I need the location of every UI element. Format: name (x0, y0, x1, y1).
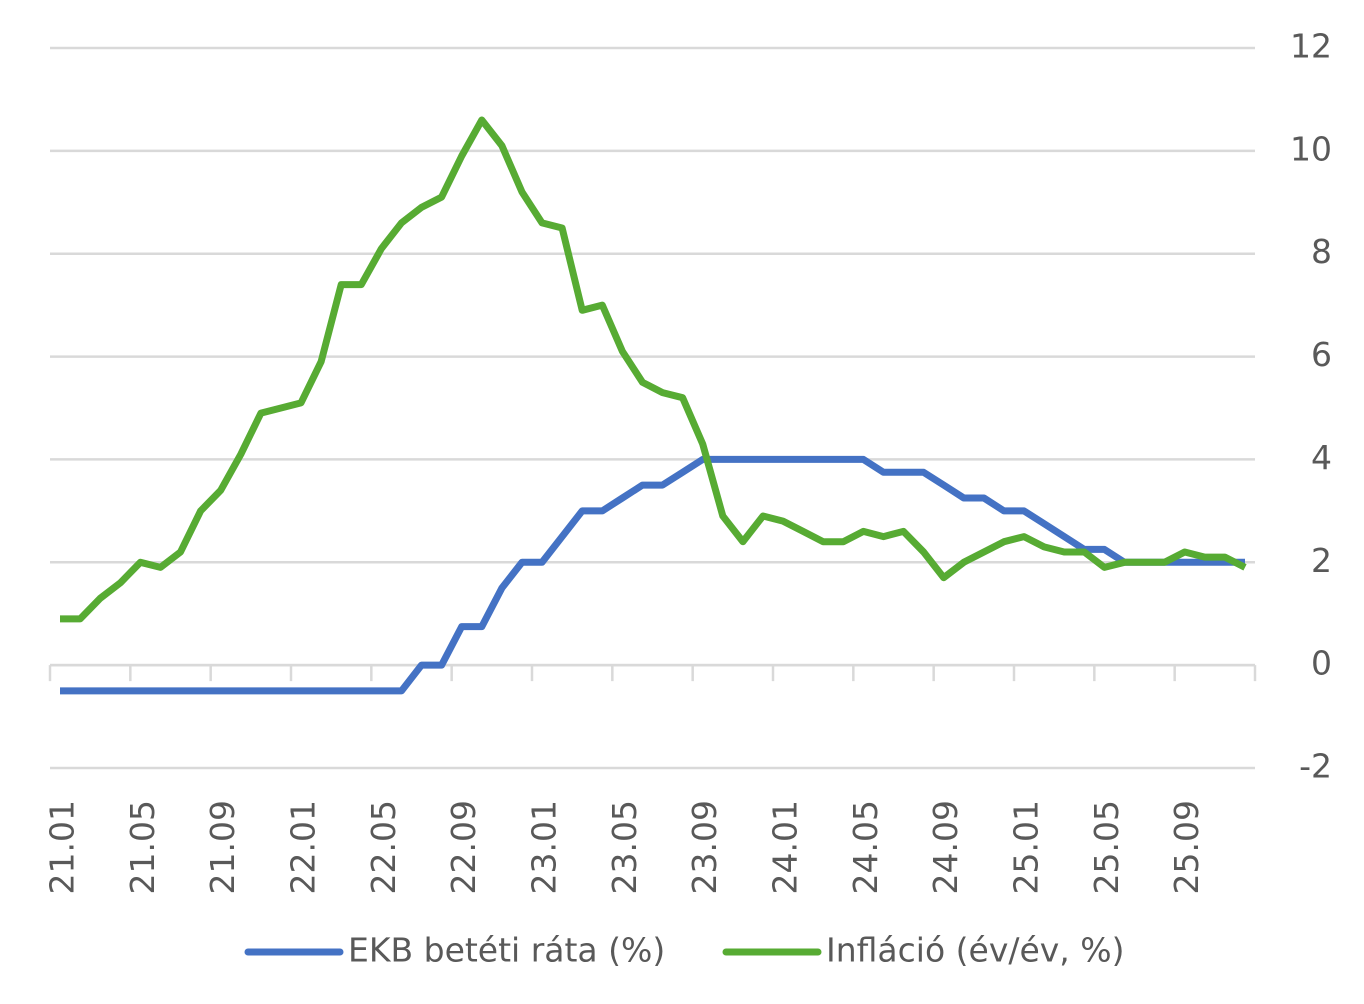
y-tick-label: 0 (1311, 644, 1332, 683)
legend-label: EKB betéti ráta (%) (348, 931, 665, 970)
x-tick-label: 23.01 (525, 800, 564, 894)
x-tick-label: 21.05 (123, 800, 162, 894)
x-tick-label: 24.05 (846, 800, 885, 894)
x-tick-label: 24.09 (926, 800, 965, 894)
x-tick-label: 23.05 (605, 800, 644, 894)
series-line (60, 455, 1245, 695)
y-tick-label: 8 (1311, 232, 1332, 271)
y-tick-label: -2 (1299, 747, 1332, 786)
x-tick-label: 23.09 (685, 800, 724, 894)
y-tick-label: 12 (1290, 27, 1332, 66)
x-tick-label: 21.01 (43, 800, 82, 894)
x-tick-label: 22.01 (284, 800, 323, 894)
y-tick-label: 2 (1311, 541, 1332, 580)
x-tick-label: 25.09 (1167, 800, 1206, 894)
y-tick-label: 4 (1311, 438, 1332, 477)
x-tick-label: 25.05 (1087, 800, 1126, 894)
x-tick-label: 25.01 (1007, 800, 1046, 894)
legend-label: Infláció (év/év, %) (826, 931, 1125, 970)
x-tick-label: 21.09 (203, 800, 242, 894)
series-line (60, 116, 1247, 623)
x-tick-label: 22.05 (364, 800, 403, 894)
x-tick-label: 24.01 (766, 800, 805, 894)
y-tick-label: 10 (1290, 129, 1332, 168)
x-tick-label: 22.09 (444, 800, 483, 894)
y-tick-label: 6 (1311, 335, 1332, 374)
